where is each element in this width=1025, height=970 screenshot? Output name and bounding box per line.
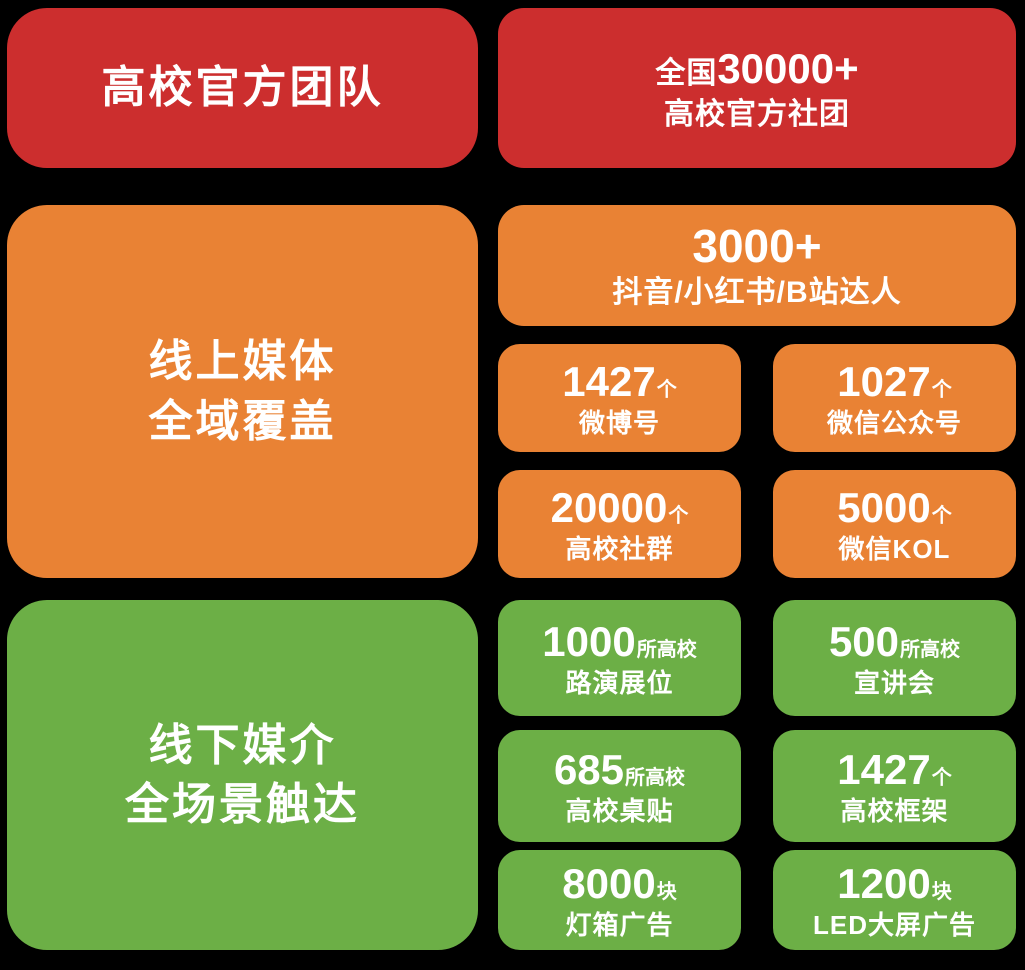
stat-prefix-nationwide: 全国 bbox=[655, 56, 718, 90]
stat-card-weibo-accounts: 1427 个 微博号 bbox=[498, 344, 741, 452]
stat-plus-kol-creators: + bbox=[794, 219, 822, 272]
stat-card-kol-creators: 3000 + 抖音/小红书/B站达人 bbox=[498, 205, 1016, 326]
stat-unit-desk-stickers: 所高校 bbox=[625, 766, 686, 789]
stat-unit-wechat-kol: 个 bbox=[931, 504, 952, 527]
stat-number-kol-creators: 3000 bbox=[692, 219, 795, 272]
stat-card-official-clubs-value: 全国 30000 + bbox=[655, 45, 858, 92]
stat-card-desk-stickers: 685 所高校 高校桌贴 bbox=[498, 730, 741, 842]
stat-card-led-screen-ads-value: 1200 块 bbox=[837, 860, 951, 907]
stat-card-campus-groups-value: 20000 个 bbox=[551, 484, 689, 531]
stat-card-info-sessions: 500 所高校 宣讲会 bbox=[773, 600, 1016, 716]
stat-card-official-clubs: 全国 30000 + 高校官方社团 bbox=[498, 8, 1016, 168]
stat-card-wechat-kol-value: 5000 个 bbox=[837, 484, 951, 531]
stat-card-campus-frames-value: 1427 个 bbox=[837, 746, 951, 793]
stat-number-roadshow-booths: 1000 bbox=[542, 617, 636, 665]
stat-label-weibo-accounts: 微博号 bbox=[578, 407, 660, 438]
stat-unit-led-screen-ads: 块 bbox=[931, 880, 952, 903]
stat-number-desk-stickers: 685 bbox=[553, 745, 625, 793]
stat-unit-campus-frames: 个 bbox=[931, 766, 952, 789]
stat-unit-info-sessions: 所高校 bbox=[900, 638, 961, 661]
stat-unit-wechat-official-accounts: 个 bbox=[931, 378, 952, 401]
stat-card-info-sessions-value: 500 所高校 bbox=[829, 618, 960, 665]
panel-offline-media-title-line1: 线下媒介 bbox=[148, 720, 337, 770]
stat-card-lightbox-ads-value: 8000 块 bbox=[562, 860, 676, 907]
stat-label-lightbox-ads: 灯箱广告 bbox=[565, 909, 674, 940]
stat-label-roadshow-booths: 路演展位 bbox=[565, 667, 674, 698]
stat-label-wechat-official-accounts: 微信公众号 bbox=[826, 407, 962, 438]
stat-card-campus-frames: 1427 个 高校框架 bbox=[773, 730, 1016, 842]
stat-unit-campus-groups: 个 bbox=[668, 504, 689, 527]
stat-label-wechat-kol: 微信KOL bbox=[838, 533, 951, 564]
panel-official-team: 高校官方团队 bbox=[7, 8, 478, 168]
stat-label-campus-frames: 高校框架 bbox=[840, 795, 949, 826]
stat-card-kol-creators-value: 3000 + bbox=[692, 219, 822, 273]
stat-card-wechat-kol: 5000 个 微信KOL bbox=[773, 470, 1016, 578]
panel-online-media-title-line2: 全域覆盖 bbox=[148, 396, 337, 446]
stat-unit-roadshow-booths: 所高校 bbox=[636, 638, 697, 661]
stat-card-weibo-accounts-value: 1427 个 bbox=[562, 358, 676, 405]
panel-official-team-title: 高校官方团队 bbox=[101, 63, 384, 113]
stat-card-campus-groups: 20000 个 高校社群 bbox=[498, 470, 741, 578]
stat-label-info-sessions: 宣讲会 bbox=[853, 667, 935, 698]
panel-online-media-title-line1: 线上媒体 bbox=[148, 337, 337, 387]
stat-label-kol-creators: 抖音/小红书/B站达人 bbox=[612, 276, 902, 310]
stat-number-wechat-official-accounts: 1027 bbox=[837, 357, 931, 405]
stat-card-roadshow-booths: 1000 所高校 路演展位 bbox=[498, 600, 741, 716]
stat-unit-lightbox-ads: 块 bbox=[656, 880, 677, 903]
stat-label-official-clubs: 高校官方社团 bbox=[664, 97, 850, 131]
stat-number-campus-groups: 20000 bbox=[550, 483, 668, 531]
stat-number-led-screen-ads: 1200 bbox=[837, 859, 931, 907]
stat-card-wechat-official-accounts-value: 1027 个 bbox=[837, 358, 951, 405]
stat-card-desk-stickers-value: 685 所高校 bbox=[554, 746, 685, 793]
stat-card-led-screen-ads: 1200 块 LED大屏广告 bbox=[773, 850, 1016, 950]
stat-number-official-clubs: 30000 bbox=[717, 44, 835, 92]
stat-number-weibo-accounts: 1427 bbox=[562, 357, 656, 405]
panel-online-media: 线上媒体 全域覆盖 bbox=[7, 205, 478, 578]
stat-label-desk-stickers: 高校桌贴 bbox=[565, 795, 674, 826]
stat-number-wechat-kol: 5000 bbox=[837, 483, 931, 531]
stat-card-lightbox-ads: 8000 块 灯箱广告 bbox=[498, 850, 741, 950]
stat-card-wechat-official-accounts: 1027 个 微信公众号 bbox=[773, 344, 1016, 452]
stat-number-info-sessions: 500 bbox=[828, 617, 900, 665]
stat-number-lightbox-ads: 8000 bbox=[562, 859, 656, 907]
panel-offline-media: 线下媒介 全场景触达 bbox=[7, 600, 478, 950]
stat-card-roadshow-booths-value: 1000 所高校 bbox=[542, 618, 696, 665]
panel-offline-media-title-line2: 全场景触达 bbox=[125, 780, 360, 829]
stat-label-campus-groups: 高校社群 bbox=[565, 533, 674, 564]
stat-number-campus-frames: 1427 bbox=[837, 745, 931, 793]
stat-unit-weibo-accounts: 个 bbox=[656, 378, 677, 401]
stat-label-led-screen-ads: LED大屏广告 bbox=[812, 909, 976, 940]
stat-plus-official-clubs: + bbox=[834, 44, 859, 92]
